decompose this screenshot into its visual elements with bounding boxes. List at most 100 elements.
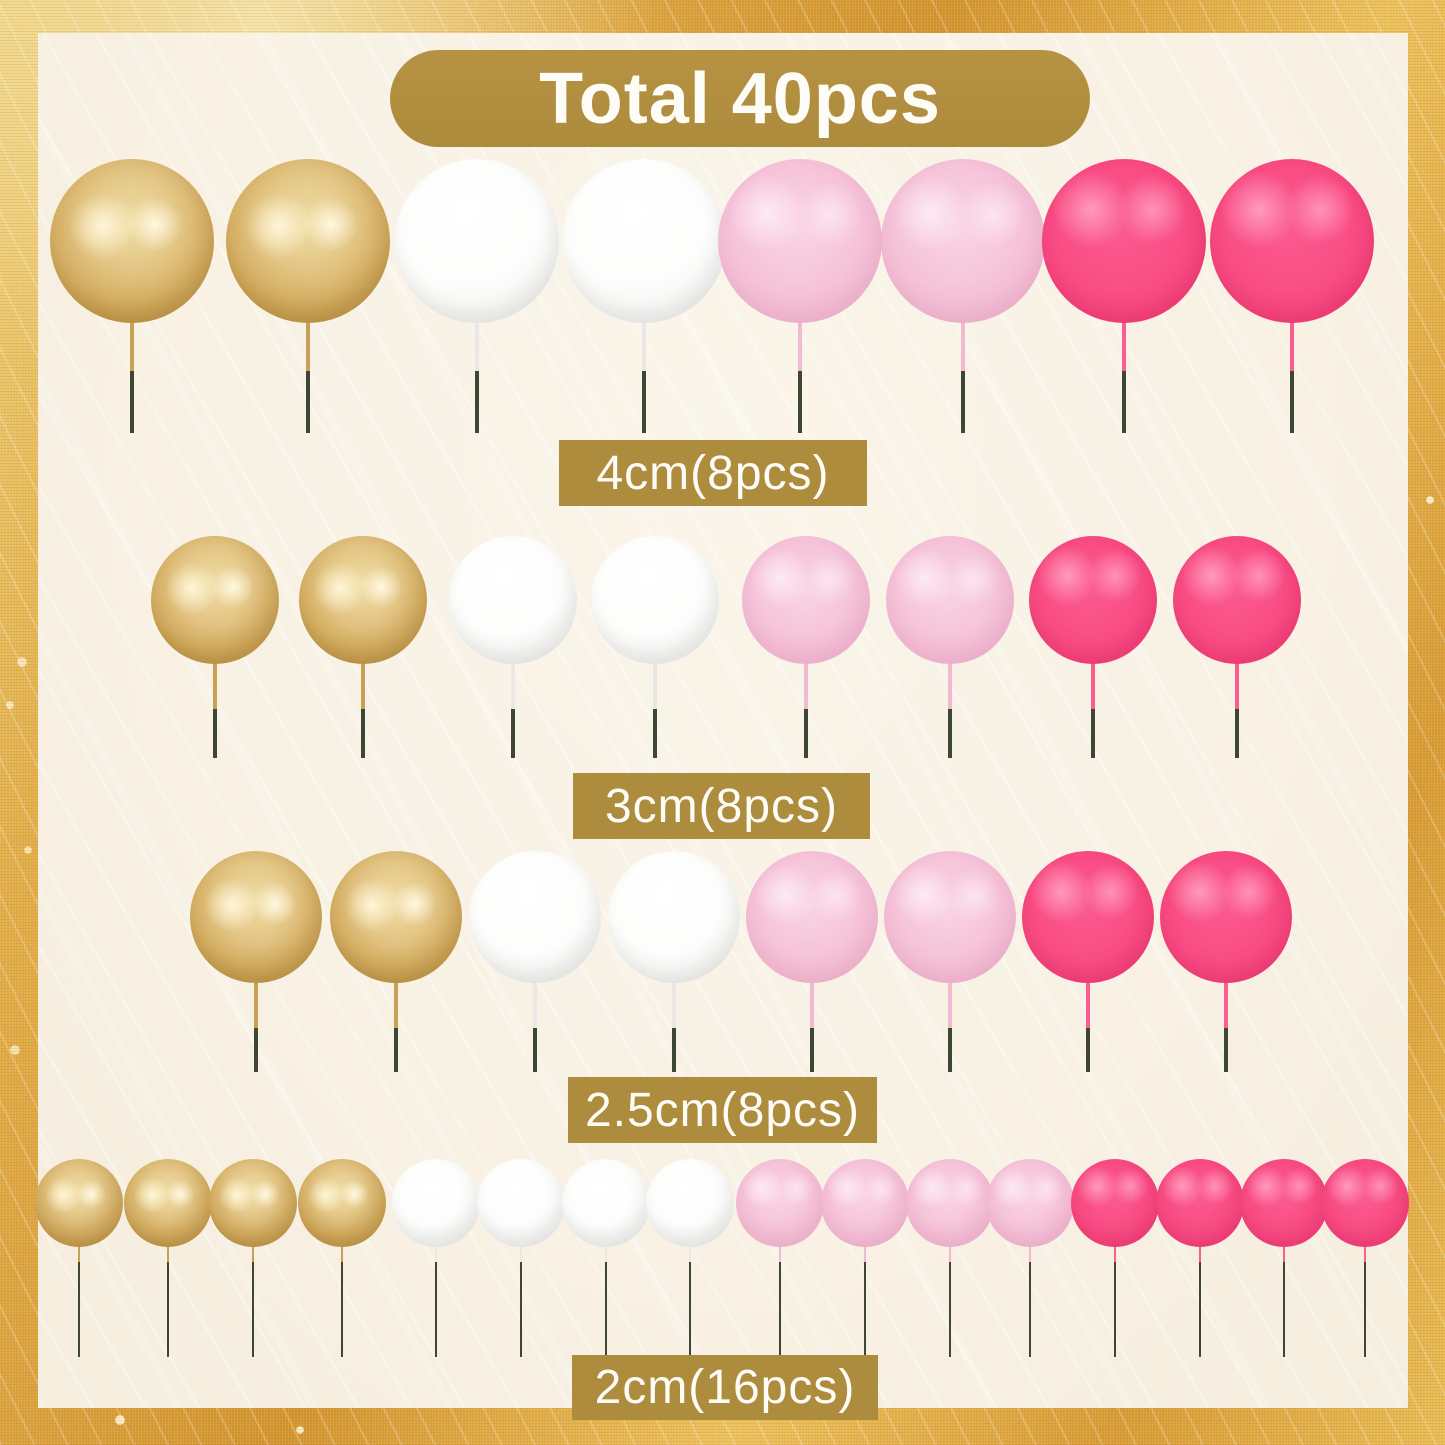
ball-white (608, 851, 740, 983)
ball-stick-top (605, 1244, 607, 1262)
ball-stick-bottom (948, 1028, 952, 1072)
ball-stick-bottom (361, 709, 365, 758)
ball-pink (742, 536, 870, 664)
ball-stick-top (475, 320, 479, 371)
ball-stick-bottom (1029, 1262, 1031, 1357)
ball-hotpink (1160, 851, 1292, 983)
ball-gold (226, 159, 390, 323)
ball-stick-top (78, 1244, 80, 1262)
ball-stick-top (213, 661, 217, 709)
ball-stick-bottom (1114, 1262, 1116, 1357)
ball-stick-bottom (1235, 709, 1239, 758)
ball-pink (886, 536, 1014, 664)
ball-stick-top (1122, 320, 1126, 371)
ball-pink (986, 1159, 1074, 1247)
ball-pink (736, 1159, 824, 1247)
ball-hotpink (1022, 851, 1154, 983)
ball-stick-top (511, 661, 515, 709)
ball-stick-bottom (864, 1262, 866, 1357)
ball-stick-bottom (779, 1262, 781, 1357)
ball-stick-top (810, 980, 814, 1028)
total-banner: Total 40pcs (390, 50, 1090, 147)
ball-stick-bottom (1290, 371, 1294, 433)
ball-pink (906, 1159, 994, 1247)
ball-stick-top (672, 980, 676, 1028)
ball-stick-top (254, 980, 258, 1028)
ball-stick-top (1235, 661, 1239, 709)
ball-stick-top (361, 661, 365, 709)
ball-stick-top (948, 980, 952, 1028)
ball-stick-bottom (520, 1262, 522, 1357)
ball-stick-top (533, 980, 537, 1028)
ball-stick-top (1224, 980, 1228, 1028)
ball-stick-bottom (341, 1262, 343, 1357)
ball-gold (35, 1159, 123, 1247)
ball-stick-bottom (605, 1262, 607, 1357)
ball-hotpink (1173, 536, 1301, 664)
ball-stick-bottom (533, 1028, 537, 1072)
ball-stick-bottom (949, 1262, 951, 1357)
ball-stick-top (1290, 320, 1294, 371)
ball-stick-bottom (804, 709, 808, 758)
ball-stick-top (864, 1244, 866, 1262)
ball-hotpink (1240, 1159, 1328, 1247)
ball-stick-top (779, 1244, 781, 1262)
ball-stick-bottom (1199, 1262, 1201, 1357)
ball-stick-bottom (213, 709, 217, 758)
ball-stick-bottom (475, 371, 479, 433)
ball-pink (821, 1159, 909, 1247)
ball-stick-top (1283, 1244, 1285, 1262)
size-label-4cm: 4cm(8pcs) (559, 440, 867, 506)
ball-stick-bottom (672, 1028, 676, 1072)
ball-stick-top (642, 320, 646, 371)
ball-stick-bottom (1091, 709, 1095, 758)
ball-stick-bottom (511, 709, 515, 758)
ball-gold (209, 1159, 297, 1247)
ball-stick-bottom (435, 1262, 437, 1357)
ball-hotpink (1156, 1159, 1244, 1247)
ball-stick-top (520, 1244, 522, 1262)
ball-stick-top (1086, 980, 1090, 1028)
ball-white (392, 1159, 480, 1247)
ball-stick-top (130, 320, 134, 371)
ball-stick-top (435, 1244, 437, 1262)
ball-stick-bottom (306, 371, 310, 433)
ball-stick-bottom (394, 1028, 398, 1072)
size-label-2cm: 2cm(16pcs) (572, 1355, 878, 1420)
ball-stick-bottom (1122, 371, 1126, 433)
ball-stick-top (1199, 1244, 1201, 1262)
ball-gold (50, 159, 214, 323)
ball-white (395, 159, 559, 323)
ball-white (591, 536, 719, 664)
ball-stick-bottom (1283, 1262, 1285, 1357)
ball-white (646, 1159, 734, 1247)
ball-stick-bottom (961, 371, 965, 433)
ball-pink (746, 851, 878, 983)
ball-stick-top (252, 1244, 254, 1262)
ball-white (562, 1159, 650, 1247)
ball-stick-top (306, 320, 310, 371)
ball-stick-bottom (642, 371, 646, 433)
ball-gold (190, 851, 322, 983)
ball-stick-bottom (252, 1262, 254, 1357)
ball-stick-bottom (130, 371, 134, 433)
ball-stick-top (1091, 661, 1095, 709)
ball-stick-top (689, 1244, 691, 1262)
ball-hotpink (1029, 536, 1157, 664)
ball-stick-top (1364, 1244, 1366, 1262)
ball-stick-bottom (810, 1028, 814, 1072)
ball-stick-bottom (798, 371, 802, 433)
ball-stick-top (949, 1244, 951, 1262)
ball-stick-bottom (78, 1262, 80, 1357)
ball-hotpink (1321, 1159, 1409, 1247)
ball-stick-top (1114, 1244, 1116, 1262)
ball-gold (151, 536, 279, 664)
ball-gold (124, 1159, 212, 1247)
ball-pink (881, 159, 1045, 323)
ball-stick-bottom (254, 1028, 258, 1072)
ball-stick-bottom (1224, 1028, 1228, 1072)
ball-stick-top (341, 1244, 343, 1262)
ball-stick-bottom (653, 709, 657, 758)
ball-stick-top (804, 661, 808, 709)
